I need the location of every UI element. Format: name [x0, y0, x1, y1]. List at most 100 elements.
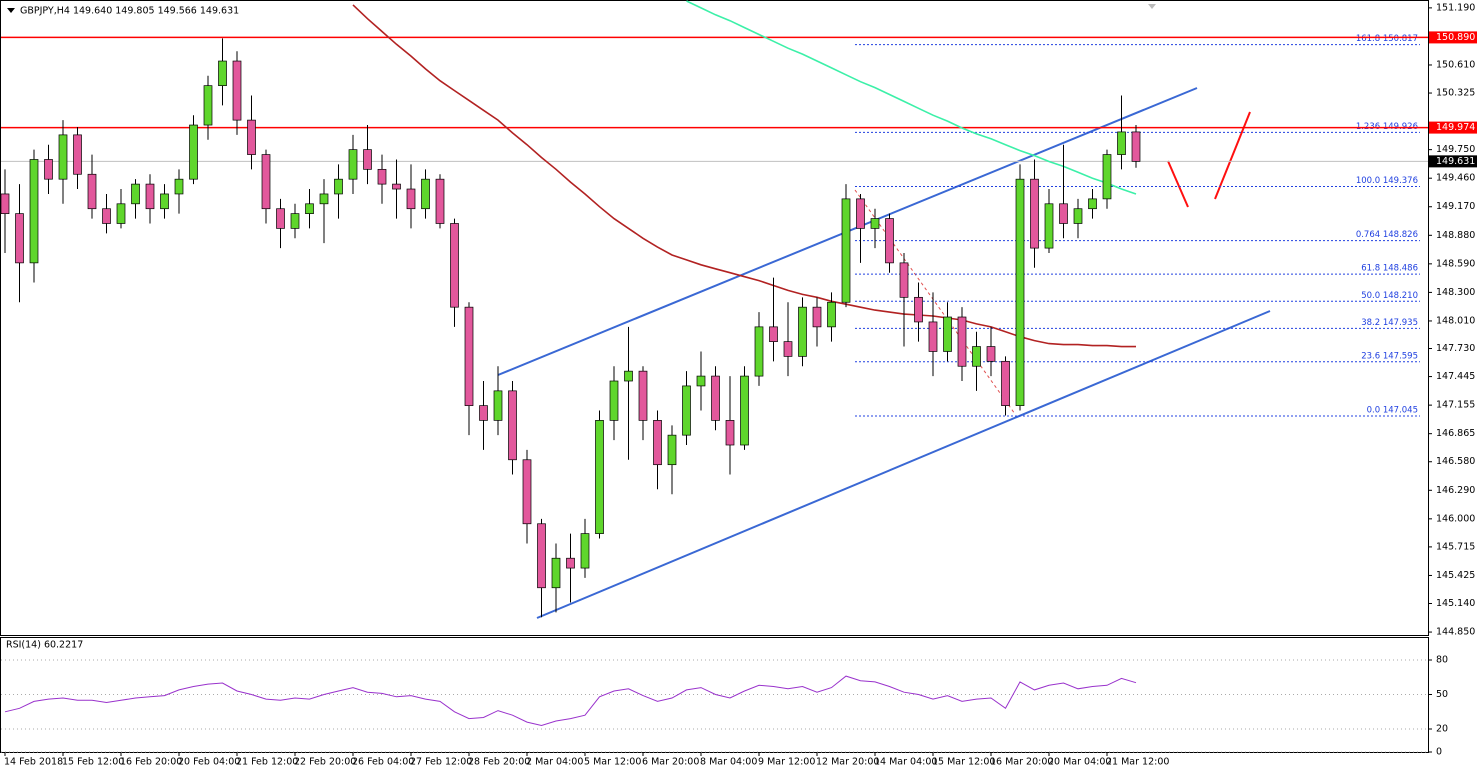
x-tick-label: 2 Mar 04:00 — [526, 757, 583, 768]
candle-body — [102, 208, 111, 224]
candle-body — [1131, 131, 1141, 162]
candle-body — [479, 405, 488, 421]
y-tick-label: 20 — [1436, 724, 1448, 735]
menu-arrow[interactable] — [7, 8, 15, 13]
y-tick-label: 80 — [1436, 655, 1448, 666]
y-tick-label: 147.155 — [1436, 400, 1475, 411]
candle-body — [566, 557, 575, 569]
fib-label: 161.8 150.817 — [1356, 34, 1418, 44]
y-tick-label: 148.010 — [1436, 315, 1475, 326]
x-tick-label: 15 Feb 12:00 — [62, 757, 124, 768]
candle-body — [189, 124, 198, 180]
candle-body — [551, 557, 561, 589]
level-label: 150.890 — [1436, 32, 1475, 43]
candle-body — [1059, 203, 1068, 224]
y-tick-label: 146.865 — [1436, 428, 1475, 439]
candle-body — [160, 193, 169, 210]
candle-body — [653, 420, 662, 466]
candle-body — [1102, 154, 1112, 200]
fib-label: 1.236 149.926 — [1356, 122, 1418, 132]
y-tick-label: 148.880 — [1436, 230, 1475, 241]
candle-body — [841, 198, 851, 303]
candle-body — [305, 203, 314, 214]
candle-body — [319, 193, 329, 205]
candle-body — [58, 134, 68, 180]
fib-label: 23.6 147.595 — [1361, 351, 1418, 361]
candle-body — [1001, 360, 1010, 406]
candle-body — [609, 380, 619, 421]
candle-body — [943, 316, 952, 352]
x-tick-label: 5 Mar 12:00 — [584, 757, 641, 768]
x-tick-label: 27 Feb 12:00 — [410, 757, 472, 768]
candle-body — [1044, 203, 1054, 249]
x-tick-label: 21 Feb 12:00 — [236, 757, 298, 768]
y-tick-label: 145.140 — [1436, 598, 1475, 609]
candle-body — [392, 183, 401, 190]
candle-body — [899, 262, 909, 298]
y-tick-label: 50 — [1436, 689, 1448, 700]
level-label: 149.974 — [1436, 122, 1475, 133]
candle-body — [972, 346, 981, 367]
fib-label: 61.8 148.486 — [1361, 264, 1418, 274]
rsi-panel — [0, 637, 1429, 753]
fib-label: 0.0 147.045 — [1367, 405, 1418, 415]
fib-label: 50.0 148.210 — [1361, 291, 1418, 301]
candle-body — [522, 459, 532, 525]
y-tick-label: 144.850 — [1436, 627, 1475, 638]
candle-body — [508, 390, 517, 461]
y-tick-label: 148.300 — [1436, 287, 1475, 298]
candle-body — [232, 60, 242, 121]
y-tick-label: 147.445 — [1436, 371, 1475, 382]
y-tick-label: 150.610 — [1436, 59, 1475, 70]
candle-body — [421, 178, 430, 210]
candle-body — [174, 178, 184, 195]
candle-body — [667, 434, 677, 466]
candle-body — [624, 370, 633, 382]
level-box — [1429, 121, 1477, 134]
candle-body — [682, 385, 691, 436]
scroll-marker — [1148, 4, 1156, 9]
panel-title: RSI(14) 60.2217 — [6, 640, 83, 651]
fib-anchor — [854, 189, 1016, 415]
candle-body — [334, 178, 343, 195]
y-tick-label: 148.590 — [1436, 258, 1475, 269]
candle-body — [725, 420, 735, 446]
candle-body — [247, 119, 256, 155]
y-tick-label: 147.730 — [1436, 343, 1475, 354]
x-tick-label: 26 Feb 04:00 — [352, 757, 414, 768]
candle-body — [957, 316, 967, 367]
candle-body — [44, 159, 53, 180]
candle-body — [73, 134, 82, 175]
y-tick-label: 149.170 — [1436, 201, 1475, 212]
candle-body — [464, 306, 474, 406]
arrow-up — [1214, 111, 1251, 200]
x-tick-label: 16 Feb 20:00 — [120, 757, 182, 768]
y-tick-label: 151.190 — [1436, 2, 1475, 13]
candle-body — [769, 326, 778, 342]
candle-body — [348, 149, 358, 180]
y-tick-label: 145.715 — [1436, 541, 1475, 552]
fib-label: 100.0 149.376 — [1356, 176, 1418, 186]
x-tick-label: 28 Feb 20:00 — [468, 757, 530, 768]
candle-body — [377, 168, 387, 185]
candle-body — [15, 213, 24, 264]
x-tick-label: 16 Mar 20:00 — [990, 757, 1053, 768]
candle-body — [812, 306, 822, 328]
y-tick-label: 150.325 — [1436, 88, 1475, 99]
candle-body — [493, 390, 503, 421]
moving-average — [686, 0, 1137, 195]
x-tick-label: 20 Mar 04:00 — [1048, 757, 1111, 768]
candle-body — [276, 208, 285, 229]
main-panel — [0, 0, 1429, 636]
candle-body — [580, 533, 590, 569]
x-tick-label: 20 Feb 04:00 — [178, 757, 240, 768]
candle-body — [986, 346, 996, 362]
y-tick-label: 146.290 — [1436, 485, 1475, 496]
x-tick-label: 14 Mar 04:00 — [874, 757, 937, 768]
candle-body — [1088, 198, 1097, 210]
y-tick-label: 146.580 — [1436, 456, 1475, 467]
candle-body — [435, 178, 445, 224]
candle-body — [261, 154, 271, 210]
price-label: 149.631 — [1436, 156, 1475, 167]
candle-body — [0, 193, 10, 214]
